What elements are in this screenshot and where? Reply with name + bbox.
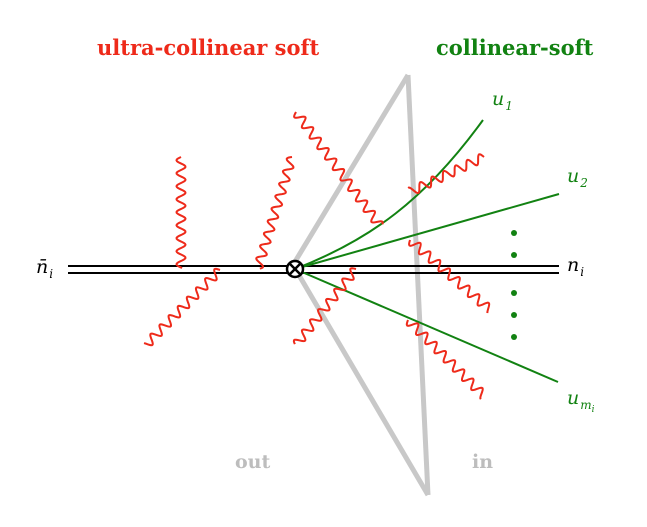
- title-ultra-collinear-soft: ultra-collinear soft: [97, 35, 320, 60]
- gluon-line-2: [255, 156, 295, 270]
- line-u2: [294, 193, 560, 270]
- gluon-line-8: [405, 319, 484, 400]
- gluon-lines: [143, 111, 491, 400]
- gluon-line-5: [143, 267, 221, 347]
- label-nbar-i: n̄i: [36, 256, 54, 281]
- gluon-line-6: [292, 267, 357, 345]
- collinear-soft-lines: [294, 119, 560, 383]
- cut-line-upper: [290, 73, 411, 267]
- gluon-line-4: [407, 153, 485, 195]
- title-collinear-soft: collinear-soft: [436, 35, 594, 60]
- vertex-otimes: [285, 259, 305, 279]
- region-out-label: out: [235, 451, 271, 473]
- ellipsis-dots: [511, 230, 517, 340]
- wilson-line: [68, 265, 559, 274]
- region-in-label: in: [472, 451, 494, 473]
- label-u2: u2: [567, 165, 588, 190]
- gluon-line-1: [175, 156, 187, 269]
- cut-line-lower: [290, 263, 431, 497]
- label-u1: u1: [492, 88, 513, 113]
- gluon-line-7: [408, 239, 491, 314]
- gluon-line-3: [293, 111, 384, 225]
- label-n-i: ni: [567, 254, 585, 279]
- line-um: [294, 268, 559, 383]
- label-u-mi: umi: [567, 387, 595, 415]
- cut-line: [405, 74, 431, 496]
- line-u1: [294, 119, 484, 270]
